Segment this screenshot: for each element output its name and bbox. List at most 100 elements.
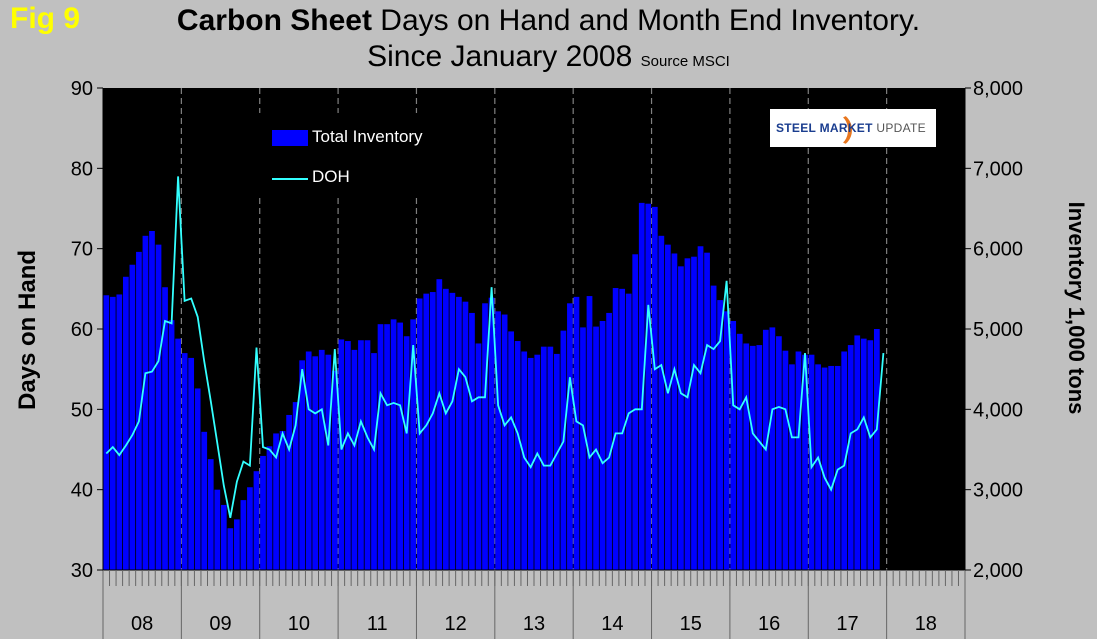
inventory-bar xyxy=(782,350,789,570)
inventory-bar xyxy=(638,202,645,571)
inventory-bar xyxy=(697,246,704,571)
inventory-bar xyxy=(834,365,841,570)
inventory-bar xyxy=(410,319,417,570)
y-right-tick-label: 5,000 xyxy=(973,319,1023,341)
inventory-bar xyxy=(462,301,469,570)
y-left-tick-label: 70 xyxy=(71,239,93,261)
y-axis-left-title: Days on Hand xyxy=(14,249,41,411)
inventory-bar xyxy=(495,311,501,570)
inventory-bar xyxy=(240,500,247,570)
figure-label: Fig 9 xyxy=(10,2,81,35)
inventory-bar xyxy=(188,357,195,570)
x-tick-label: 16 xyxy=(758,613,780,635)
inventory-bar xyxy=(632,254,639,571)
inventory-bar xyxy=(841,351,848,570)
inventory-bar xyxy=(540,346,547,570)
inventory-bar xyxy=(873,329,880,570)
inventory-bar xyxy=(384,324,390,570)
inventory-bar xyxy=(220,504,227,570)
inventory-bar xyxy=(553,353,560,570)
chart-title-bold: Carbon Sheet xyxy=(176,4,372,37)
inventory-bar xyxy=(201,431,208,570)
inventory-bar xyxy=(776,336,782,570)
chart-subtitle-text: Since January 2008 xyxy=(367,40,633,73)
inventory-bar xyxy=(214,489,221,570)
inventory-bar xyxy=(612,288,619,570)
inventory-bar xyxy=(116,294,123,570)
inventory-bar xyxy=(175,338,181,570)
inventory-bar xyxy=(456,296,462,570)
inventory-bar xyxy=(534,354,541,570)
inventory-bar xyxy=(723,311,730,570)
x-tick-label: 13 xyxy=(523,613,545,635)
inventory-bar xyxy=(802,354,808,570)
inventory-bar xyxy=(168,320,175,570)
inventory-bar xyxy=(749,345,756,570)
inventory-bar xyxy=(358,340,364,570)
inventory-bar xyxy=(860,338,867,570)
x-tick-label: 18 xyxy=(915,613,937,635)
inventory-bar xyxy=(815,364,821,570)
inventory-bar xyxy=(671,253,678,570)
inventory-bar xyxy=(475,343,482,570)
chart-legend: Total Inventory DOH xyxy=(230,113,435,195)
inventory-bar xyxy=(253,471,260,570)
inventory-bar xyxy=(371,353,377,570)
inventory-bar xyxy=(658,235,665,570)
y-right-tick-label: 4,000 xyxy=(973,399,1023,421)
inventory-bar xyxy=(847,345,854,570)
inventory-bar xyxy=(136,251,142,570)
inventory-bar xyxy=(580,327,586,570)
y-left-tick-label: 80 xyxy=(71,158,93,180)
y-left-tick-label: 90 xyxy=(71,78,93,100)
inventory-bar xyxy=(377,324,384,570)
inventory-bar xyxy=(325,354,332,570)
inventory-bar xyxy=(292,402,299,570)
inventory-bar xyxy=(645,203,652,570)
y-right-tick-label: 7,000 xyxy=(973,158,1023,180)
inventory-bar xyxy=(260,455,266,570)
inventory-bar xyxy=(390,319,397,570)
x-tick-label: 17 xyxy=(836,613,858,635)
inventory-bar xyxy=(449,292,456,570)
inventory-bar xyxy=(508,331,515,570)
chart-subtitle: Since January 2008 Source MSCI xyxy=(0,40,1097,74)
inventory-bar xyxy=(730,320,737,570)
y-axis-right-title: Inventory 1,000 tons xyxy=(1064,201,1089,415)
inventory-bar xyxy=(429,292,436,570)
logo-text-sub: UPDATE xyxy=(876,121,926,135)
y-left-tick-label: 30 xyxy=(71,560,93,582)
legend-label-inventory: Total Inventory xyxy=(312,127,423,146)
x-tick-label: 15 xyxy=(680,613,702,635)
inventory-bar xyxy=(527,357,534,570)
inventory-bar xyxy=(312,356,319,570)
y-left-tick-label: 40 xyxy=(71,480,93,502)
inventory-bar xyxy=(678,266,684,570)
inventory-bar xyxy=(789,364,795,570)
inventory-bar xyxy=(599,320,606,570)
inventory-bar xyxy=(351,349,358,570)
inventory-bar xyxy=(867,340,874,570)
inventory-bar xyxy=(273,433,279,570)
inventory-bar xyxy=(247,487,253,570)
inventory-bar xyxy=(501,314,508,570)
inventory-bar xyxy=(854,335,861,570)
logo-text: STEEL MARKET UPDATE xyxy=(776,121,926,135)
inventory-bar xyxy=(122,276,129,570)
inventory-bar xyxy=(704,252,710,570)
inventory-bar xyxy=(573,296,580,570)
inventory-bar xyxy=(397,322,403,570)
y-right-tick-label: 3,000 xyxy=(973,480,1023,502)
x-tick-label: 10 xyxy=(288,613,310,635)
x-tick-label: 08 xyxy=(131,613,153,635)
inventory-bar xyxy=(547,346,554,570)
inventory-bar xyxy=(109,296,116,570)
inventory-bar xyxy=(103,295,110,570)
inventory-bar xyxy=(181,353,188,570)
logo-swoosh-icon xyxy=(822,113,852,147)
inventory-bar xyxy=(442,288,449,570)
inventory-bar xyxy=(560,330,567,570)
inventory-bar xyxy=(299,360,306,570)
